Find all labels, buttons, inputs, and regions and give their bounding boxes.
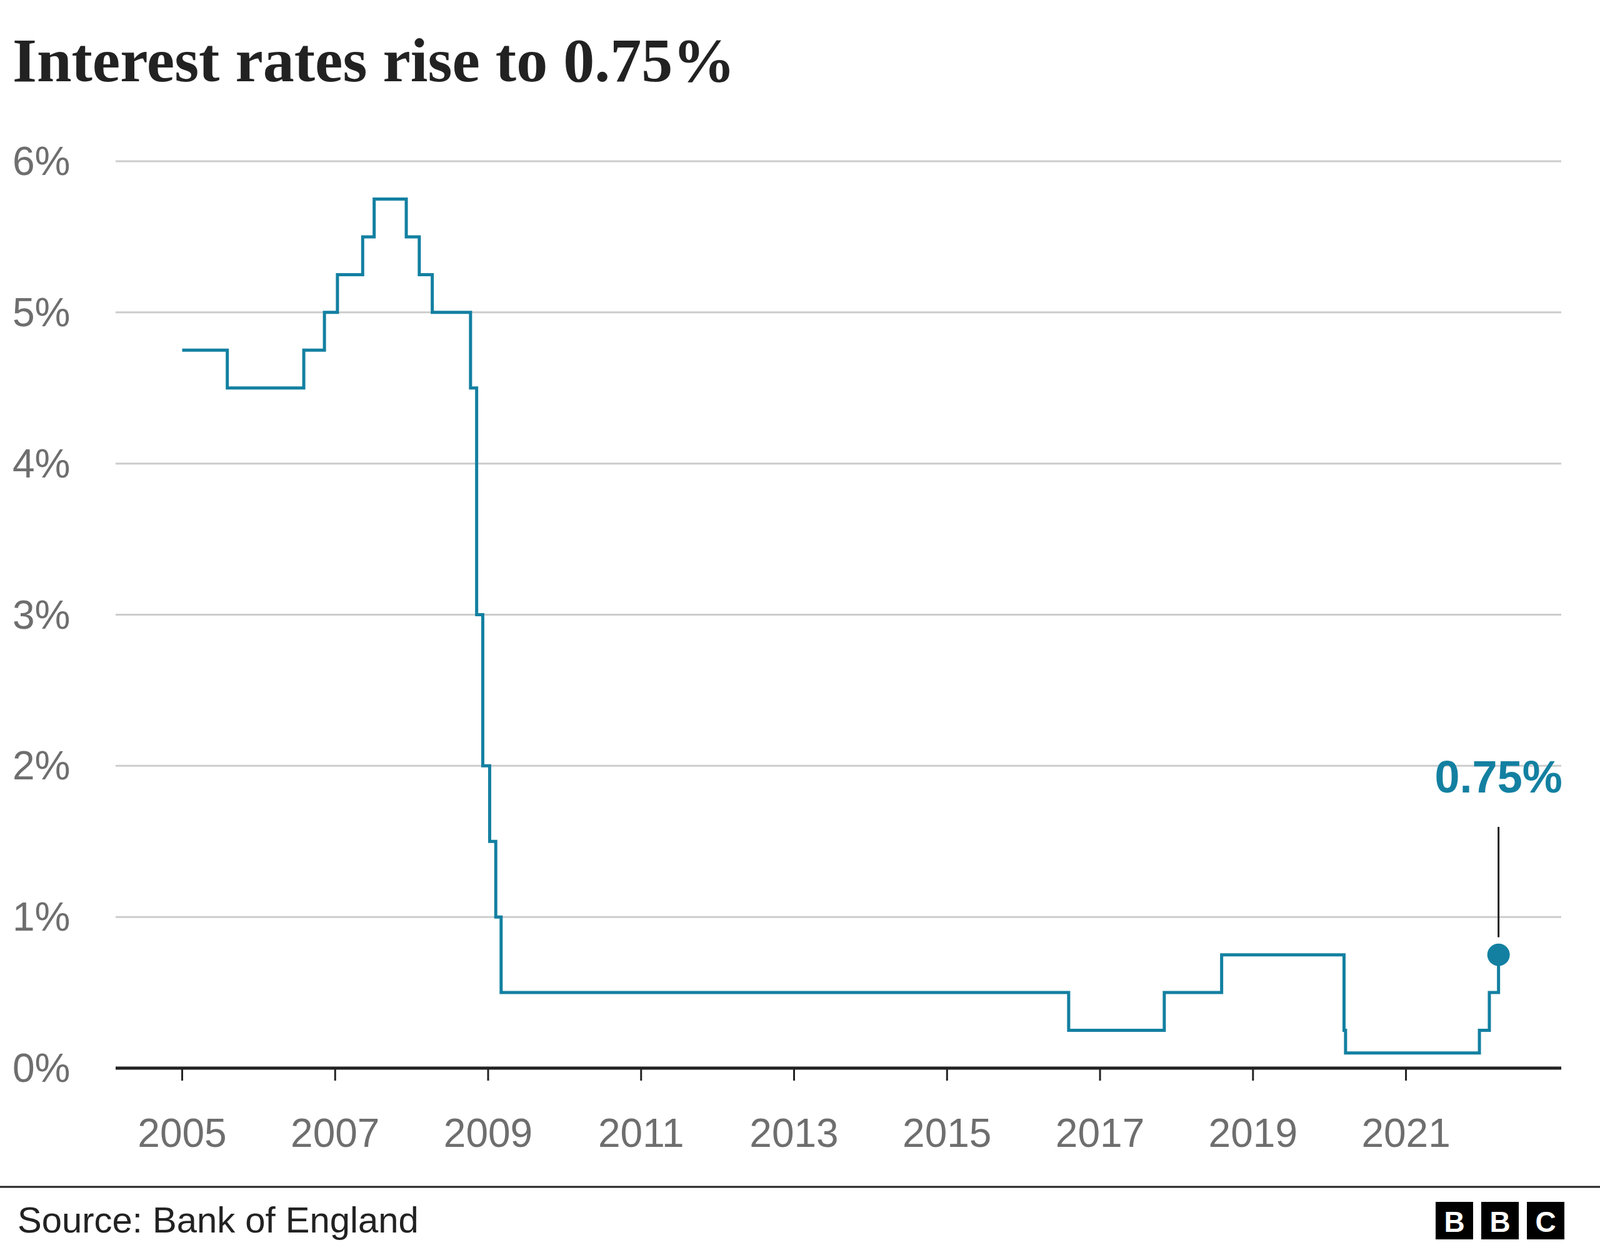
y-tick-label: 2%	[12, 743, 71, 789]
logo-box	[1526, 1201, 1565, 1240]
y-tick-label: 6%	[12, 138, 71, 184]
chart: Interest rates rise to 0.75% 0% 1% 2% 3% 4% 5%…	[0, 0, 1600, 1250]
x-tick	[1099, 1068, 1102, 1081]
x-tick	[486, 1068, 489, 1081]
x-tick	[946, 1068, 949, 1081]
x-tick-label: 2015	[902, 1110, 992, 1156]
logo-letter: B	[1443, 1205, 1465, 1239]
y-tick-label: 5%	[12, 290, 71, 335]
x-tick-label: 2013	[749, 1110, 839, 1156]
y-tick-label: 4%	[12, 441, 71, 487]
grid-line	[115, 613, 1562, 616]
logo: BBC	[1435, 1201, 1565, 1240]
title: Interest rates rise to 0.75%	[12, 25, 735, 95]
logo-letter: B	[1489, 1205, 1510, 1239]
x-tick	[181, 1068, 184, 1081]
grid-line	[115, 765, 1562, 767]
footer-rule	[0, 1186, 1600, 1189]
x-tick-label: 2005	[137, 1110, 227, 1156]
y-tick-label: 0%	[12, 1045, 71, 1091]
x-tick-label: 2007	[290, 1110, 380, 1156]
plot-area	[181, 198, 1499, 1053]
x-tick-label: 2011	[598, 1110, 685, 1156]
x-tick-label: 2017	[1055, 1110, 1145, 1156]
y-tick-label: 3%	[12, 592, 71, 638]
x-tick-label: 2009	[443, 1110, 533, 1156]
rate-line	[181, 198, 1499, 1053]
source: Source: Bank of England	[17, 1199, 419, 1240]
x-tick	[1405, 1068, 1407, 1081]
annotation-dot	[1487, 943, 1510, 967]
grid-line	[115, 160, 1562, 163]
logo-letter: C	[1535, 1205, 1556, 1239]
annotation-leader	[1497, 826, 1500, 938]
x-tick-label: 2021	[1361, 1110, 1450, 1156]
annotation-label: 0.75%	[1435, 751, 1563, 802]
x-axis	[115, 1066, 1562, 1070]
x-tick	[640, 1068, 642, 1081]
x-tick	[334, 1068, 337, 1081]
x-tick	[1251, 1068, 1254, 1081]
logo-box	[1435, 1201, 1474, 1240]
grid-line	[115, 916, 1562, 919]
logo-box	[1481, 1201, 1519, 1240]
x-tick-label: 2019	[1208, 1110, 1298, 1156]
grid-line	[115, 462, 1562, 465]
y-tick-label: 1%	[12, 894, 71, 940]
x-tick	[793, 1068, 795, 1081]
